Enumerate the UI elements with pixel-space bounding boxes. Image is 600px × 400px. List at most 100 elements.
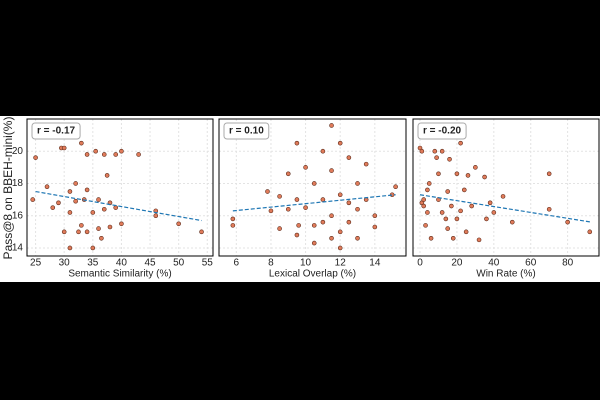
point [329,168,334,173]
x-tick-label: 60 [525,258,537,269]
point [67,189,73,194]
point [277,226,282,231]
plot-frame [218,118,407,257]
point [67,245,73,251]
point [449,203,454,209]
point [296,223,301,228]
x-tick-label: 45 [144,258,156,269]
x-tick-label: 0 [417,258,423,269]
point [50,205,56,210]
trend-line [35,190,202,222]
x-tick-label: 12 [335,258,347,269]
point [199,229,204,235]
point [329,213,334,219]
annotation: r = -0.20 [417,122,467,140]
y-tick-label: 16 [12,210,24,221]
point [346,219,352,225]
point [337,192,343,198]
point [500,194,506,199]
y-tick-label: 18 [12,178,24,189]
point [372,224,378,230]
annotation-box [31,122,81,140]
plot-frame [412,118,600,257]
point [473,165,478,170]
x-axis-label: Semantic Similarity (%) [68,269,171,280]
point [482,174,487,180]
point [294,140,300,146]
point [67,210,73,215]
annotation-text: r = -0.20 [423,126,462,137]
point [355,206,360,212]
point [44,184,50,189]
point [73,198,78,204]
point [230,216,236,222]
point [285,206,291,212]
point [90,210,96,215]
point [101,152,107,157]
point [425,210,430,215]
point [268,208,274,214]
x-tick-label: 35 [87,258,99,269]
point [113,152,119,157]
trend-line [419,194,592,223]
point [432,148,438,154]
point [454,216,460,222]
point [445,226,450,231]
point [320,197,326,202]
point [99,235,104,241]
point [119,221,124,227]
x-tick-label: 40 [488,258,500,269]
point [491,210,497,215]
point [56,200,61,206]
point [320,219,326,225]
point [61,145,67,151]
x-tick-label: 25 [30,258,42,269]
point [445,189,450,194]
point [320,148,326,154]
point [355,181,360,186]
plot-frame [26,118,214,257]
point [285,171,291,177]
y-tick-label: 20 [12,146,24,157]
point [428,235,434,241]
point [546,206,552,212]
x-tick-label: 30 [59,258,71,269]
point [476,237,482,243]
x-tick-label: 20 [451,258,463,269]
point [90,245,96,251]
point [421,203,427,209]
point [96,226,101,231]
point [311,223,317,228]
point [61,229,67,235]
point [337,245,343,251]
point [79,140,84,146]
annotation: r = 0.10 [223,122,270,140]
point [30,197,36,202]
point [436,171,441,177]
x-tick-label: 14 [369,258,381,269]
point [447,156,452,162]
point [33,155,38,160]
point [426,181,432,186]
point [113,205,119,210]
point [311,181,317,186]
point [443,216,449,222]
point [230,223,236,228]
x-tick-label: 50 [173,258,185,269]
point [329,123,334,128]
x-tick-label: 55 [202,258,214,269]
point [346,155,352,160]
point [303,165,308,170]
point [346,200,352,206]
x-axis-label: Lexical Overlap (%) [269,269,356,280]
point [425,187,430,193]
x-tick-label: 40 [116,258,128,269]
x-tick-label: 6 [234,258,240,269]
point [363,161,369,167]
point [337,140,343,146]
point [101,206,107,212]
point [104,173,110,178]
point [176,221,181,227]
